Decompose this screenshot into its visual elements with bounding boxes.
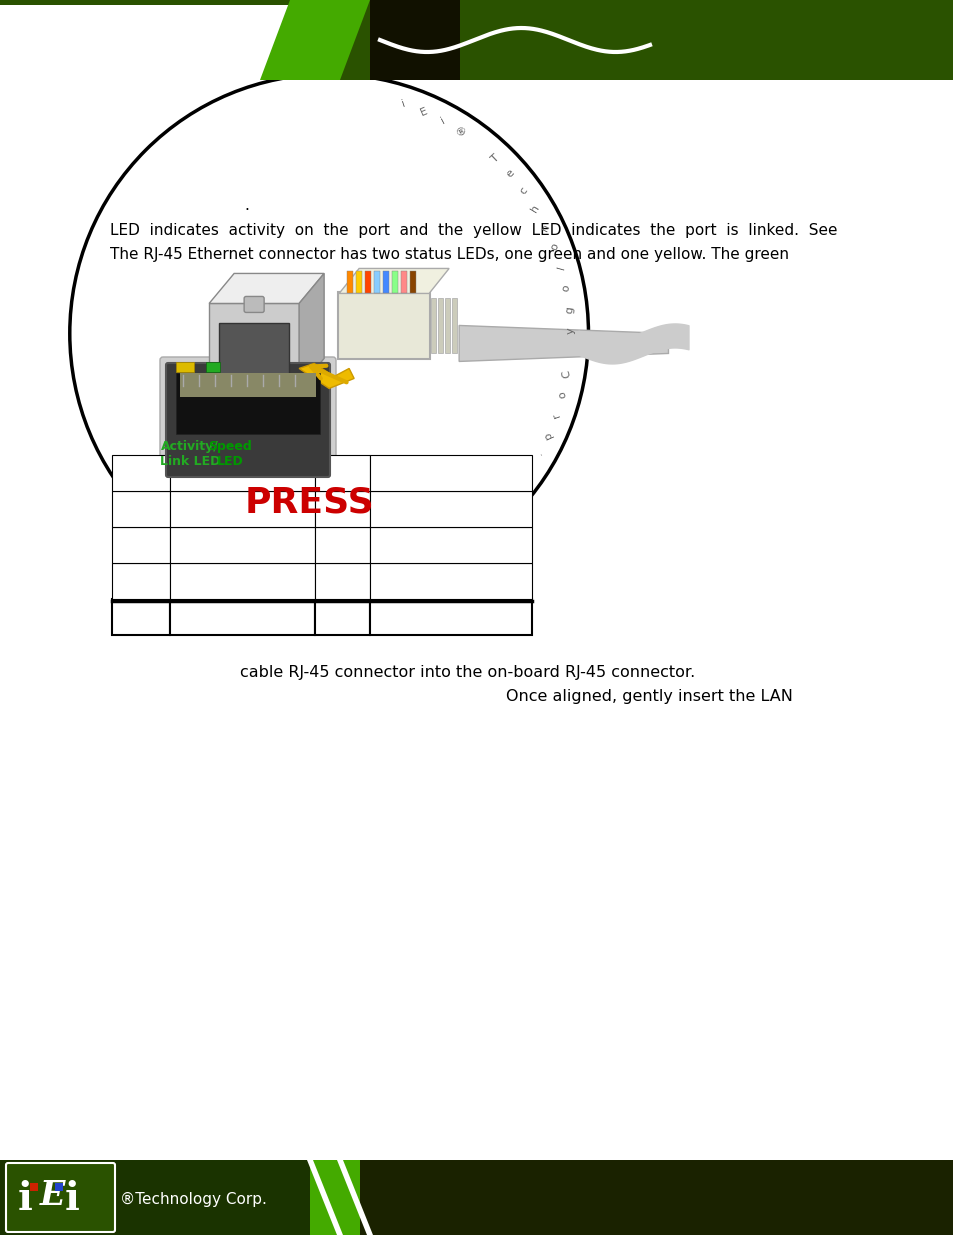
Bar	[170, 454, 314, 492]
Text: T: T	[489, 152, 500, 164]
Text: ®Technology Corp.: ®Technology Corp.	[120, 1192, 267, 1207]
Bar	[170, 563, 314, 599]
Text: Activity/
Link LED: Activity/ Link LED	[160, 440, 220, 468]
Polygon shape	[299, 363, 354, 389]
Text: p: p	[541, 430, 554, 441]
Bar	[30, 1182, 38, 1191]
Bar	[180, 373, 315, 398]
FancyBboxPatch shape	[160, 357, 335, 483]
Bar	[370, 492, 532, 527]
Polygon shape	[299, 273, 324, 389]
Bar	[383, 272, 389, 294]
FancyBboxPatch shape	[6, 1163, 115, 1233]
Bar	[209, 304, 299, 389]
Bar	[314, 599, 370, 635]
Text: i: i	[400, 99, 406, 109]
Text: n: n	[539, 222, 552, 232]
Bar	[112, 563, 170, 599]
Bar	[410, 272, 416, 294]
Circle shape	[54, 59, 603, 608]
Bar	[170, 492, 314, 527]
Polygon shape	[209, 273, 324, 304]
Text: l: l	[556, 264, 566, 270]
Bar	[452, 299, 456, 353]
Bar	[55, 1182, 63, 1191]
Bar	[370, 599, 532, 635]
Bar	[112, 599, 170, 635]
Text: PRESS: PRESS	[244, 485, 374, 519]
Text: y: y	[565, 327, 575, 335]
Bar	[347, 272, 353, 294]
Text: c: c	[517, 185, 529, 196]
FancyBboxPatch shape	[244, 296, 264, 312]
Bar	[112, 492, 170, 527]
Text: e: e	[503, 168, 516, 180]
Bar	[175, 362, 193, 372]
Bar	[170, 527, 314, 563]
Polygon shape	[458, 326, 668, 362]
Bar	[365, 272, 371, 294]
Text: i: i	[65, 1181, 80, 1219]
Bar	[0, 0, 370, 80]
Bar	[400, 272, 407, 294]
Bar	[392, 272, 397, 294]
Text: E: E	[40, 1179, 66, 1212]
Bar	[359, 1160, 953, 1235]
FancyBboxPatch shape	[166, 363, 330, 477]
Text: o: o	[560, 284, 571, 293]
Bar	[175, 373, 319, 433]
Circle shape	[70, 74, 588, 593]
Bar	[374, 272, 379, 294]
Text: o: o	[548, 242, 559, 252]
Bar	[370, 527, 532, 563]
Polygon shape	[338, 268, 449, 294]
Text: i: i	[439, 116, 446, 126]
Bar	[112, 454, 170, 492]
Text: Speed
LED: Speed LED	[208, 440, 252, 468]
Bar	[219, 324, 289, 383]
Bar	[459, 0, 953, 80]
Text: E: E	[418, 105, 429, 117]
Bar	[0, 1160, 953, 1235]
Bar	[314, 527, 370, 563]
Text: LED  indicates  activity  on  the  port  and  the  yellow  LED  indicates  the  : LED indicates activity on the port and t…	[110, 222, 837, 237]
Polygon shape	[260, 0, 370, 80]
FancyBboxPatch shape	[0, 5, 335, 80]
Bar	[370, 454, 532, 492]
Text: The RJ-45 Ethernet connector has two status LEDs, one green and one yellow. The : The RJ-45 Ethernet connector has two sta…	[110, 247, 788, 263]
Bar	[431, 299, 436, 353]
Text: .: .	[533, 450, 543, 458]
Text: r: r	[550, 411, 561, 419]
Bar	[370, 563, 532, 599]
Text: h: h	[529, 203, 541, 214]
Text: Once aligned, gently insert the LAN: Once aligned, gently insert the LAN	[506, 689, 792, 704]
Text: C: C	[561, 369, 572, 378]
Bar	[310, 1160, 359, 1235]
Bar	[355, 272, 362, 294]
Bar	[370, 0, 459, 80]
Bar	[445, 299, 450, 353]
Bar	[437, 299, 442, 353]
Text: g: g	[563, 305, 574, 314]
Text: ®: ®	[454, 125, 469, 138]
Text: i: i	[18, 1181, 32, 1219]
Bar	[314, 492, 370, 527]
Bar	[0, 1160, 310, 1235]
Text: cable RJ-45 connector into the on-board RJ-45 connector.: cable RJ-45 connector into the on-board …	[240, 666, 695, 680]
Bar	[170, 599, 314, 635]
Text: o: o	[557, 390, 568, 399]
Bar	[206, 362, 220, 372]
Bar	[0, 0, 953, 80]
Bar	[112, 527, 170, 563]
FancyBboxPatch shape	[337, 293, 430, 359]
Bar	[314, 454, 370, 492]
Text: .: .	[244, 198, 249, 212]
Bar	[314, 563, 370, 599]
